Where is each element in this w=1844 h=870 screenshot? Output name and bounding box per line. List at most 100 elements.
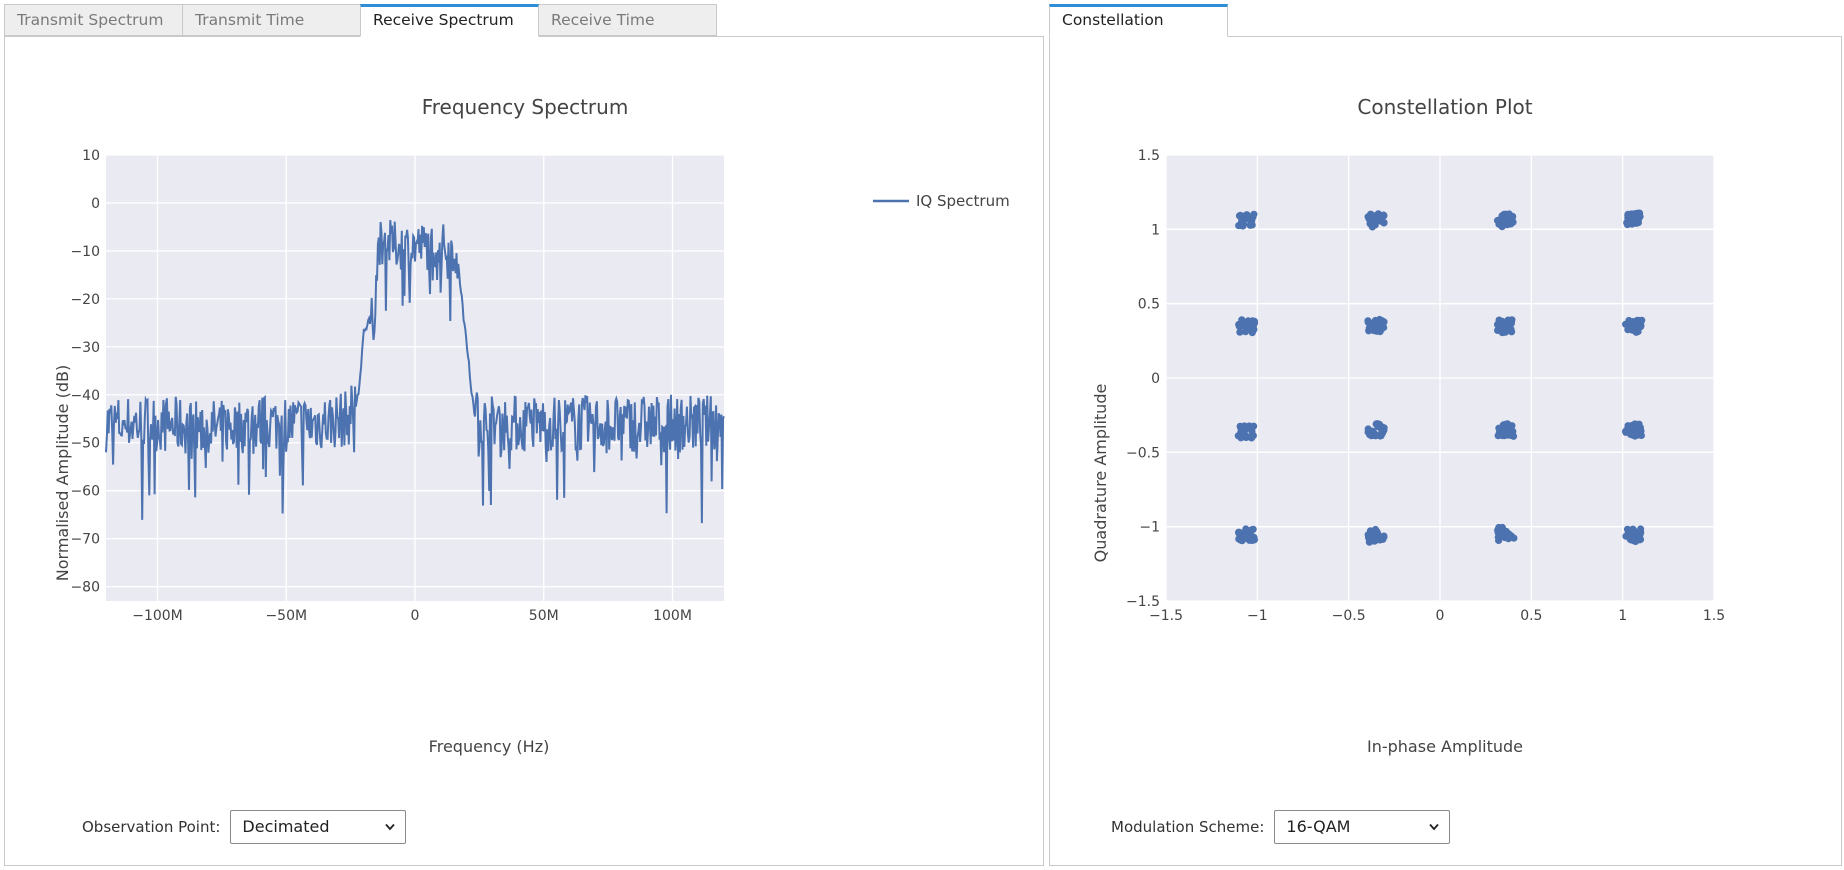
constellation-point (1623, 525, 1632, 533)
constellation-point (1631, 210, 1639, 218)
chevron-down-icon (1429, 823, 1440, 831)
constellation-point (1497, 529, 1505, 537)
constellation-point (1248, 327, 1256, 335)
y-tick-label: 1 (1151, 222, 1160, 238)
constellation-point (1246, 534, 1254, 542)
tab-transmit-spectrum[interactable]: Transmit Spectrum (4, 4, 183, 36)
y-tick-label: 1.5 (1138, 148, 1160, 164)
modulation-scheme-control: Modulation Scheme: 16-QAM (1111, 809, 1451, 845)
right-tab-bar: Constellation (1049, 4, 1228, 37)
spectrum-panel: 10 0 −10 −20 −30 −40 −50 −60 −70 −80 −100M −50M 0 50… (4, 36, 1044, 866)
x-tick-label: 0 (1436, 608, 1445, 624)
constellation-point (1498, 523, 1506, 532)
y-tick-label: −50 (70, 436, 100, 452)
constellation-point (1246, 221, 1254, 229)
spectrum-trace (105, 220, 725, 524)
y-tick-label: −40 (70, 388, 100, 404)
left-tab-bar: Transmit Spectrum Transmit Time Receive … (4, 4, 717, 37)
y-tick-label: −1 (1139, 520, 1160, 536)
x-tick-label: 1 (1618, 608, 1627, 624)
x-tick-label: 50M (529, 608, 559, 624)
x-tick-label: 100M (653, 608, 692, 624)
constellation-point (1622, 532, 1630, 540)
constellation-point (1239, 221, 1247, 229)
y-tick-label: 0.5 (1138, 297, 1160, 313)
constellation-point (1507, 430, 1516, 438)
constellation-point (1501, 328, 1509, 336)
constellation-point (1624, 326, 1632, 334)
y-tick-label: −20 (70, 292, 100, 308)
constellation-point (1372, 431, 1380, 439)
y-tick-label: −1.5 (1126, 594, 1160, 610)
y-tick-label: −30 (70, 340, 100, 356)
constellation-point (1506, 424, 1514, 432)
constellation-point (1507, 220, 1515, 228)
spectrum-x-ticks: −100M −50M 0 50M 100M (132, 608, 692, 624)
constellation-point (1371, 318, 1379, 326)
constellation-title: Constellation Plot (1357, 95, 1532, 119)
constellation-point (1623, 221, 1632, 229)
constellation-point (1380, 426, 1388, 434)
tab-constellation[interactable]: Constellation (1049, 4, 1228, 37)
tab-receive-spectrum[interactable]: Receive Spectrum (360, 4, 539, 37)
y-tick-label: −70 (70, 532, 100, 548)
constellation-x-axis-label: In-phase Amplitude (1367, 737, 1523, 756)
y-tick-label: −0.5 (1126, 445, 1160, 461)
constellation-point (1509, 212, 1517, 221)
spectrum-y-ticks: 10 0 −10 −20 −30 −40 −50 −60 −70 −80 (70, 148, 100, 596)
observation-point-label: Observation Point: (82, 818, 221, 836)
constellation-point (1634, 529, 1643, 537)
constellation-point (1498, 317, 1506, 325)
x-tick-label: −50M (265, 608, 307, 624)
spectrum-title: Frequency Spectrum (422, 95, 629, 119)
modulation-scheme-label: Modulation Scheme: (1111, 818, 1265, 836)
constellation-point (1241, 322, 1249, 331)
modulation-scheme-value: 16-QAM (1286, 817, 1351, 836)
x-tick-label: −1.5 (1149, 608, 1183, 624)
constellation-point (1364, 425, 1372, 433)
observation-point-select[interactable]: Decimated (230, 810, 407, 844)
y-tick-label: −60 (70, 484, 100, 500)
constellation-point (1507, 318, 1515, 326)
observation-point-control: Observation Point: Decimated (82, 809, 407, 845)
x-tick-label: −100M (132, 608, 183, 624)
observation-point-value: Decimated (242, 817, 330, 836)
spectrum-y-axis-label: Normalised Amplitude (dB) (53, 365, 72, 581)
chevron-down-icon (385, 823, 396, 831)
tab-transmit-time[interactable]: Transmit Time (182, 4, 361, 36)
constellation-point (1235, 320, 1243, 329)
constellation-point (1637, 427, 1645, 435)
constellation-y-ticks: 1.5 1 0.5 0 −0.5 −1 −1.5 (1126, 148, 1160, 610)
x-tick-label: −0.5 (1332, 608, 1366, 624)
constellation-points (1234, 209, 1646, 546)
constellation-point (1633, 328, 1641, 336)
constellation-point (1633, 316, 1641, 324)
constellation-point (1378, 323, 1387, 331)
constellation-point (1371, 525, 1380, 534)
y-tick-label: 0 (91, 196, 100, 212)
x-tick-label: 1.5 (1703, 608, 1725, 624)
constellation-point (1627, 430, 1635, 438)
constellation-point (1377, 215, 1386, 223)
constellation-point (1235, 528, 1243, 536)
tab-receive-time[interactable]: Receive Time (538, 4, 717, 36)
constellation-point (1625, 316, 1633, 325)
constellation-point (1367, 210, 1375, 218)
constellation-chart: 1.5 1 0.5 0 −0.5 −1 −1.5 −1.5 −1 −0.5 0 0.5 1 1.5 Co… (1091, 95, 1725, 756)
constellation-point (1496, 219, 1505, 227)
y-tick-label: 10 (82, 148, 100, 164)
constellation-grid (1165, 154, 1715, 602)
constellation-point (1374, 422, 1382, 430)
constellation-point (1635, 421, 1643, 429)
constellation-point (1625, 423, 1633, 431)
constellation-point (1380, 532, 1388, 540)
constellation-point (1236, 328, 1244, 336)
constellation-point (1372, 535, 1380, 543)
y-tick-label: −10 (70, 244, 100, 260)
modulation-scheme-select[interactable]: 16-QAM (1274, 810, 1451, 844)
constellation-point (1369, 326, 1377, 334)
constellation-point (1497, 431, 1506, 439)
spectrum-legend[interactable]: IQ Spectrum (873, 192, 1010, 210)
constellation-point (1630, 537, 1638, 545)
legend-label: IQ Spectrum (916, 192, 1010, 210)
